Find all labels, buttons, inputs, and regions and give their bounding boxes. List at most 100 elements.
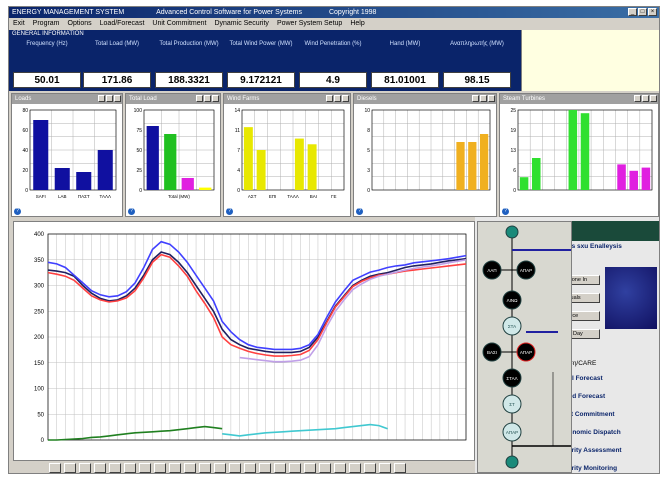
help-icon[interactable]: ? (14, 208, 21, 215)
mini-x-label: ΒΑΙ (310, 194, 317, 199)
mini-window-button[interactable] (326, 95, 333, 102)
hour-button[interactable] (154, 463, 166, 473)
mini-window-button[interactable] (212, 95, 219, 102)
mini-bar (479, 134, 489, 190)
network-node (502, 394, 522, 414)
hour-button[interactable] (124, 463, 136, 473)
mini-window-button[interactable] (98, 95, 105, 102)
menu-item-4[interactable]: Unit Commitment (152, 20, 207, 27)
analysis-link-0[interactable]: ...onal Forecast (555, 375, 603, 382)
app-window: ENERGY MANAGEMENT SYSTEM Advanced Contro… (8, 6, 660, 474)
mini-bar (307, 144, 317, 190)
mini-x-label: ΠΑΣΤ (78, 194, 90, 199)
network-node-label: ΑΠΑΡ (520, 350, 532, 355)
menu-item-3[interactable]: Load/Forecast (99, 20, 145, 27)
mini-chart-controls-4 (634, 95, 657, 102)
mini-x-label: ΓΕ (331, 194, 336, 199)
hour-button[interactable] (274, 463, 286, 473)
gi-label-2: Total Production (MW) (159, 41, 219, 47)
y-tick-label: 300 (34, 284, 45, 290)
help-icon[interactable]: ? (502, 208, 509, 215)
mini-window-button[interactable] (106, 95, 113, 102)
analysis-header-bar (555, 221, 659, 241)
hour-button[interactable] (49, 463, 61, 473)
mini-x-label: LAB (58, 194, 67, 199)
hour-button[interactable] (334, 463, 346, 473)
network-node-label: ΑΠΑΡ (520, 268, 532, 273)
hour-button[interactable] (364, 463, 376, 473)
analysis-link-4[interactable]: ...ecurity Assessment (555, 447, 622, 454)
hour-button[interactable] (349, 463, 361, 473)
mini-window-button[interactable] (342, 95, 349, 102)
mini-chart-title-4: Steam Turbines (503, 96, 546, 102)
help-icon[interactable]: ? (128, 208, 135, 215)
mini-window-button[interactable] (642, 95, 649, 102)
hour-button[interactable] (304, 463, 316, 473)
mini-window-button[interactable] (204, 95, 211, 102)
analysis-link-3[interactable]: ...Economic Dispatch (555, 429, 621, 436)
menu-item-0[interactable]: Exit (13, 20, 25, 27)
mini-chart-controls-2 (326, 95, 349, 102)
menu-item-2[interactable]: Options (67, 20, 92, 27)
menu-item-6[interactable]: Power System Setup (276, 20, 343, 27)
hour-button[interactable] (394, 463, 406, 473)
mini-window-button[interactable] (114, 95, 121, 102)
menu-item-7[interactable]: Help (350, 20, 365, 27)
maximize-button[interactable]: □ (638, 8, 647, 16)
mini-bar (468, 142, 477, 190)
hour-button[interactable] (94, 463, 106, 473)
y-tick-label: 200 (34, 335, 45, 341)
help-icon[interactable]: ? (356, 208, 363, 215)
network-node-label: ΣΤ (509, 402, 515, 407)
hour-button[interactable] (64, 463, 76, 473)
analysis-link-2[interactable]: ...Unit Commitment (555, 411, 615, 418)
close-button[interactable]: × (648, 8, 657, 16)
minimize-button[interactable]: _ (628, 8, 637, 16)
hour-button[interactable] (109, 463, 121, 473)
mini-window-button[interactable] (650, 95, 657, 102)
mini-y-tick: 50 (136, 148, 142, 154)
network-diagram: ΛΑΠ ΑΠΑΡ ΛΙΝΩ ΣΤΑ ΒΑΣΙ ΑΠΑΡ ΣΤΑΛ ΣΤ ΑΠΑΡ (477, 221, 572, 473)
hour-button[interactable] (169, 463, 181, 473)
mini-bar (580, 113, 590, 190)
network-node (482, 260, 502, 280)
mini-window-button[interactable] (334, 95, 341, 102)
mini-window-button[interactable] (488, 95, 495, 102)
mini-chart-header-0: Loads (12, 94, 122, 104)
mini-x-label: SAFI (36, 194, 46, 199)
mini-window-button[interactable] (196, 95, 203, 102)
analysis-link-1[interactable]: ...Wind Forecast (555, 393, 606, 400)
help-icon[interactable]: ? (226, 208, 233, 215)
mini-chart-svg-3: 0 3 5 8 10 (364, 108, 491, 194)
mini-chart-controls-0 (98, 95, 121, 102)
hour-buttons (49, 463, 406, 473)
network-node (502, 368, 522, 388)
network-node (505, 455, 519, 469)
menu-item-5[interactable]: Dynamic Security (214, 20, 269, 27)
hour-button[interactable] (244, 463, 256, 473)
menu-item-1[interactable]: Program (32, 20, 60, 27)
mini-y-tick: 20 (22, 168, 28, 174)
hour-button[interactable] (139, 463, 151, 473)
mini-y-tick: 40 (22, 148, 28, 154)
hour-button[interactable] (319, 463, 331, 473)
mini-bar (568, 110, 578, 190)
hour-button[interactable] (379, 463, 391, 473)
mini-y-tick: 0 (25, 188, 28, 194)
hour-button[interactable] (259, 463, 271, 473)
mini-y-tick: 0 (237, 188, 240, 194)
mini-window-button[interactable] (480, 95, 487, 102)
hour-button[interactable] (289, 463, 301, 473)
series-line-3 (239, 259, 467, 363)
hour-button[interactable] (79, 463, 91, 473)
analysis-link-5[interactable]: ...ecurity Monitoring (555, 465, 618, 472)
hour-button[interactable] (214, 463, 226, 473)
mini-bar (146, 126, 159, 190)
mini-y-tick: 75 (136, 128, 142, 134)
mini-window-button[interactable] (634, 95, 641, 102)
general-info-panel: Frequency (Hz) 50.01 Total Load (MW) 171.86… (9, 39, 521, 91)
hour-button[interactable] (184, 463, 196, 473)
mini-window-button[interactable] (472, 95, 479, 102)
hour-button[interactable] (229, 463, 241, 473)
hour-button[interactable] (199, 463, 211, 473)
